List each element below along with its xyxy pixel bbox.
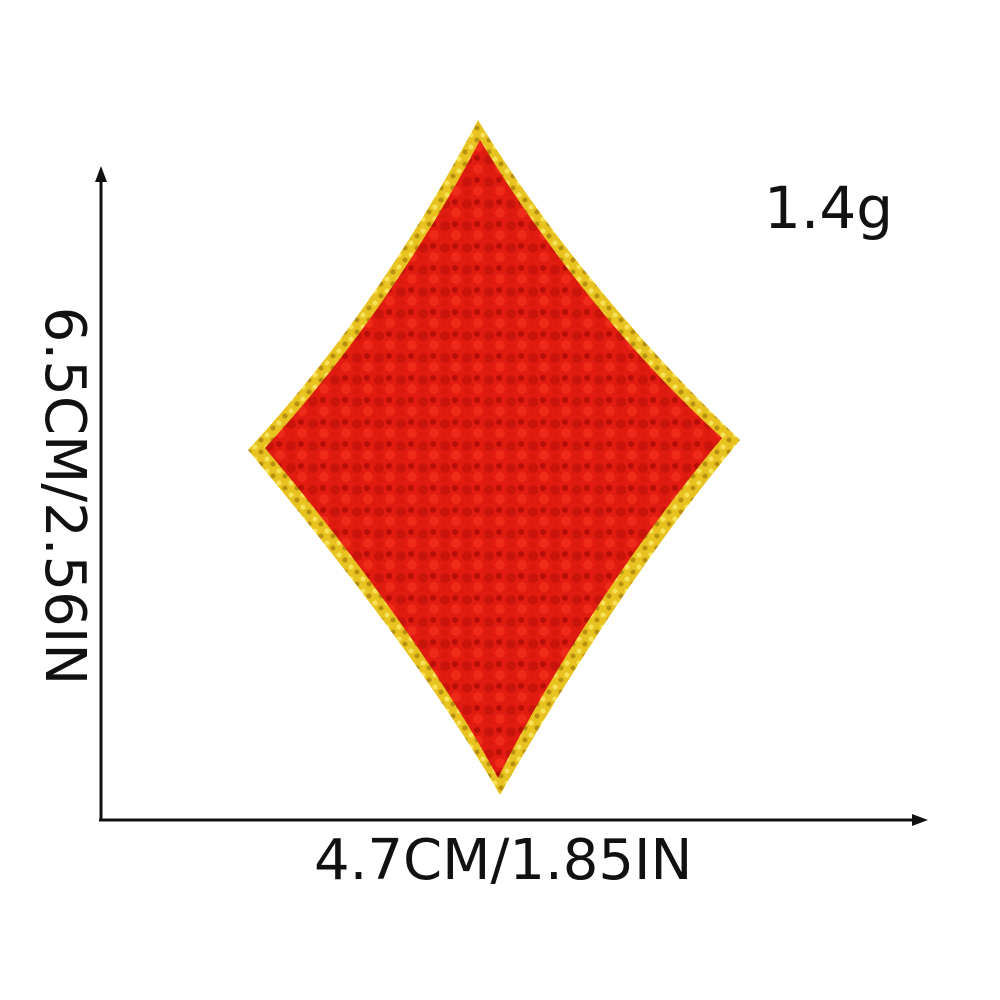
height-dimension-label: 6.5CM/2.56IN	[32, 306, 97, 686]
width-arrow	[99, 814, 928, 826]
height-arrow	[95, 166, 107, 820]
weight-label: 1.4g	[764, 174, 894, 242]
patch-chenille-body	[265, 140, 722, 778]
diamond-patch	[248, 120, 740, 795]
width-dimension-label: 4.7CM/1.85IN	[314, 828, 693, 893]
